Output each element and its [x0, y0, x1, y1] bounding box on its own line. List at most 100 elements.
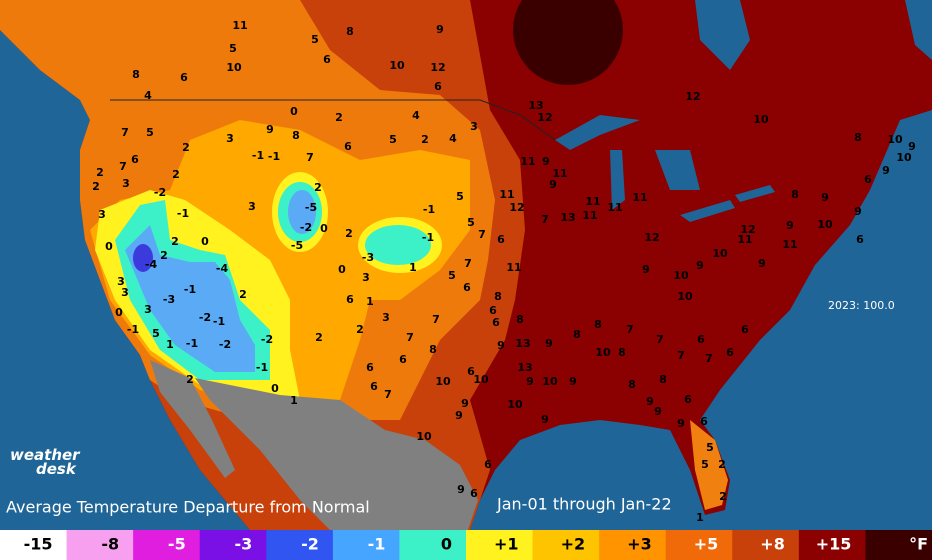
station-value: 6 — [399, 353, 407, 366]
legend-label: 0 — [441, 535, 452, 554]
station-value: 11 — [232, 19, 247, 32]
station-value: 4 — [144, 89, 152, 102]
legend-swatch — [133, 530, 201, 560]
station-value: 2 — [314, 181, 322, 194]
station-value: 9 — [497, 339, 505, 352]
station-value: 9 — [654, 405, 662, 418]
station-value: 8 — [573, 328, 581, 341]
station-value: 8 — [132, 68, 140, 81]
station-value: -5 — [291, 239, 303, 252]
station-value: 12 — [537, 111, 552, 124]
station-value: 12 — [740, 223, 755, 236]
station-value: 9 — [549, 178, 557, 191]
station-value: 11 — [782, 238, 797, 251]
station-value: 0 — [320, 222, 328, 235]
station-value: -1 — [268, 150, 280, 163]
station-value: 11 — [632, 191, 647, 204]
station-value: 6 — [467, 365, 475, 378]
station-value: -1 — [256, 361, 268, 374]
legend-label: +8 — [760, 535, 785, 554]
extreme-zone — [513, 0, 623, 85]
station-value: 6 — [492, 316, 500, 329]
station-value: 0 — [105, 240, 113, 253]
station-value: 10 — [817, 218, 833, 231]
station-value: 3 — [362, 271, 370, 284]
station-value: 10 — [887, 133, 903, 146]
annotation: 2023: 100.0 — [828, 299, 895, 312]
station-value: 1 — [366, 295, 374, 308]
station-value: 9 — [542, 155, 550, 168]
station-value: 7 — [656, 333, 664, 346]
station-value: 11 — [582, 209, 597, 222]
station-value: 8 — [854, 131, 862, 144]
legend-label: +3 — [627, 535, 652, 554]
station-value: 10 — [473, 373, 489, 386]
station-value: 8 — [791, 188, 799, 201]
station-value: 8 — [516, 313, 524, 326]
station-value: 13 — [528, 99, 543, 112]
station-value: 8 — [628, 378, 636, 391]
station-value: 9 — [854, 205, 862, 218]
station-value: 11 — [737, 233, 752, 246]
legend-label: +15 — [816, 535, 852, 554]
legend-swatch — [199, 530, 267, 560]
station-value: 7 — [406, 331, 414, 344]
station-value: 10 — [673, 269, 689, 282]
station-value: 3 — [470, 120, 478, 133]
station-value: 8 — [494, 290, 502, 303]
baja — [150, 360, 235, 478]
station-value: 3 — [248, 200, 256, 213]
logo: desk — [36, 460, 77, 478]
legend-swatch — [66, 530, 134, 560]
station-value: 6 — [344, 140, 352, 153]
station-value: -4 — [145, 258, 158, 271]
station-value: 2 — [92, 180, 100, 193]
station-value: -4 — [216, 262, 229, 275]
station-value: 9 — [461, 397, 469, 410]
mexico — [195, 378, 478, 530]
station-value: 2 — [421, 133, 429, 146]
station-value: 8 — [346, 25, 354, 38]
station-value: -1 — [177, 207, 189, 220]
station-value: 9 — [545, 337, 553, 350]
border — [110, 99, 556, 141]
station-value: 11 — [552, 167, 567, 180]
legend-label: -5 — [168, 535, 186, 554]
station-value: -2 — [219, 338, 231, 351]
station-value: -1 — [252, 149, 264, 162]
station-value: -2 — [300, 221, 312, 234]
station-value: 9 — [821, 191, 829, 204]
station-value: 10 — [542, 375, 558, 388]
station-value: 6 — [131, 153, 139, 166]
station-value: -3 — [362, 251, 374, 264]
station-value: 3 — [382, 311, 390, 324]
station-value: 8 — [292, 129, 300, 142]
station-value: 9 — [569, 375, 577, 388]
legend-swatch — [732, 530, 800, 560]
station-value: -1 — [422, 231, 434, 244]
station-value: 7 — [121, 126, 129, 139]
station-value: 5 — [456, 190, 464, 203]
legend-swatch — [599, 530, 667, 560]
station-value: 6 — [726, 346, 734, 359]
station-value: 9 — [677, 417, 685, 430]
zone-minus3 — [133, 244, 153, 272]
zone-minus1 — [125, 225, 255, 372]
station-value: 11 — [506, 261, 521, 274]
station-value: 7 — [705, 352, 713, 365]
station-value: 9 — [526, 375, 534, 388]
legend-swatch — [399, 530, 467, 560]
station-value: 10 — [507, 398, 523, 411]
station-value: 10 — [435, 375, 451, 388]
station-value: 6 — [864, 173, 872, 186]
station-value: 6 — [700, 415, 708, 428]
station-value: 11 — [607, 201, 622, 214]
station-value: 13 — [560, 211, 575, 224]
legend-swatch — [665, 530, 733, 560]
station-value: 2 — [315, 331, 323, 344]
station-value: 13 — [515, 337, 530, 350]
station-value: 9 — [642, 263, 650, 276]
station-value: 10 — [677, 290, 693, 303]
station-value: 0 — [271, 382, 279, 395]
station-value: 9 — [786, 219, 794, 232]
